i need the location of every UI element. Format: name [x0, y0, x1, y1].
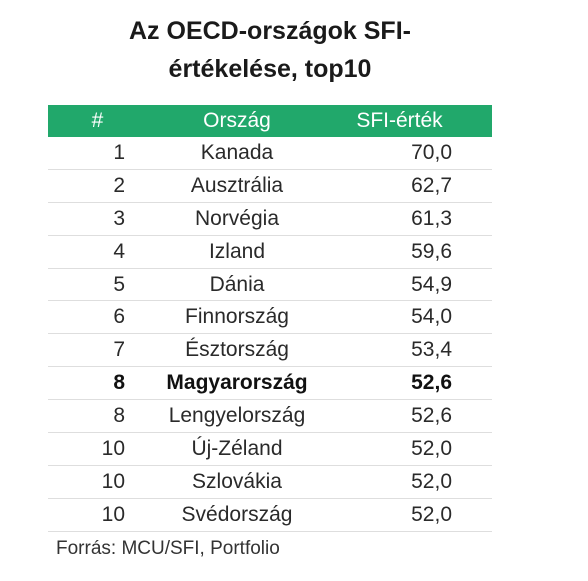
country-cell: Magyarország: [166, 371, 308, 395]
country-cell: Norvégia: [194, 206, 280, 230]
table-row: 2 Ausztrália 62,7: [48, 170, 492, 203]
value-cell: 61,3: [411, 206, 452, 230]
source-note: Forrás: MCU/SFI, Portfolio: [56, 538, 280, 559]
value-cell: 62,7: [411, 173, 452, 197]
header-country: Ország: [203, 109, 271, 132]
country-cell: Ausztrália: [190, 173, 284, 197]
header-rank: #: [91, 109, 104, 132]
table-row: 1 Kanada 70,0: [48, 137, 492, 170]
value-cell: 52,6: [411, 404, 452, 428]
rank-cell: 6: [113, 305, 125, 329]
rank-cell: 3: [113, 206, 125, 230]
value-cell: 70,0: [411, 140, 452, 164]
title-line-2: értékelése, top10: [168, 55, 372, 83]
table-row: 4 Izland 59,6: [48, 236, 492, 269]
rank-cell: 8: [113, 404, 125, 428]
table-row: 10 Szlovákia 52,0: [48, 466, 492, 499]
country-cell: Izland: [208, 239, 266, 263]
page-title: Az OECD-országok SFI- értékelése, top10: [48, 12, 492, 88]
value-cell: 59,6: [411, 239, 452, 263]
table-row: 8 Lengyelország 52,6: [48, 400, 492, 434]
country-cell: Szlovákia: [192, 469, 282, 493]
country-cell: Kanada: [200, 140, 274, 164]
title-line-1: Az OECD-országok SFI-: [129, 17, 411, 45]
country-cell: Finnország: [185, 305, 289, 329]
value-cell: 52,0: [411, 436, 452, 460]
value-cell: 53,4: [411, 338, 452, 362]
value-cell: 54,0: [411, 305, 452, 329]
rank-cell: 4: [113, 239, 125, 263]
rank-cell: 10: [101, 502, 125, 526]
country-cell: Lengyelország: [168, 404, 306, 428]
country-cell: Dánia: [209, 272, 265, 296]
table-header: # Ország SFI-érték: [48, 105, 492, 137]
value-cell: 52,0: [411, 502, 452, 526]
table-row: 7 Észtország 53,4: [48, 334, 492, 368]
rank-cell: 7: [113, 338, 125, 362]
rank-cell: 1: [113, 140, 125, 164]
value-cell: 52,0: [411, 469, 452, 493]
header-value: SFI-érték: [356, 109, 443, 132]
table-row: 6 Finnország 54,0: [48, 301, 492, 335]
ranking-table: # Ország SFI-érték 1 Kanada 70,0 2 Auszt…: [48, 105, 492, 532]
table-row: 10 Svédország 52,0: [48, 499, 492, 532]
country-cell: Svédország: [181, 502, 293, 526]
rank-cell: 10: [101, 469, 125, 493]
value-cell: 52,6: [411, 371, 452, 395]
value-cell: 54,9: [411, 272, 452, 296]
table-row: 5 Dánia 54,9: [48, 269, 492, 302]
country-cell: Új-Zéland: [191, 436, 283, 460]
table-row: 10 Új-Zéland 52,0: [48, 433, 492, 466]
rank-cell: 2: [113, 173, 125, 197]
highlighted-row: 8 Magyarország 52,6: [48, 367, 492, 401]
rank-cell: 10: [101, 436, 125, 460]
table-row: 3 Norvégia 61,3: [48, 203, 492, 236]
country-cell: Észtország: [185, 338, 289, 362]
rank-cell: 5: [113, 272, 125, 296]
rank-cell: 8: [113, 371, 125, 395]
